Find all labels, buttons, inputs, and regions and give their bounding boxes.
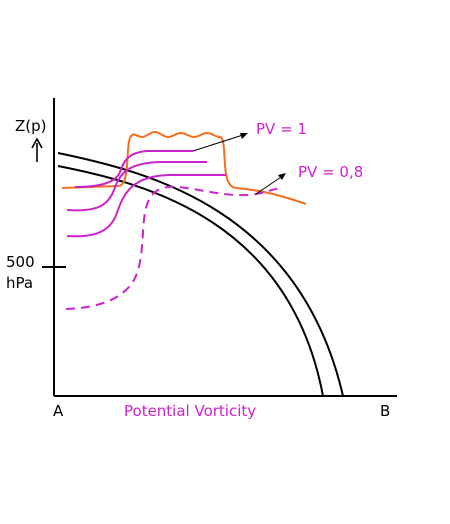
pv1-pointer-arrow [192,133,248,152]
pressure-unit-label: hPa [6,274,33,292]
pv-isoline-magenta-3 [66,174,226,238]
pv1-isoline-orange [61,130,307,205]
pv08-pointer-arrow [255,173,286,195]
up-arrow-icon [31,137,43,162]
pv1-label: PV = 1 [256,120,307,138]
pv-isoline-magenta-2 [66,161,207,212]
pv08-isoline-dashed [65,185,281,310]
y-axis-label: Z(p) [15,117,47,135]
x-axis-label: Potential Vorticity [124,402,256,420]
pressure-value-label: 500 [6,253,35,271]
x-start-label: A [53,402,64,420]
tropopause-arc-inner [57,165,324,397]
pv-isoline-magenta-1 [74,150,193,188]
x-end-label: B [380,402,390,420]
pv08-label: PV = 0,8 [298,163,363,181]
tropopause-arc-outer [57,152,344,397]
